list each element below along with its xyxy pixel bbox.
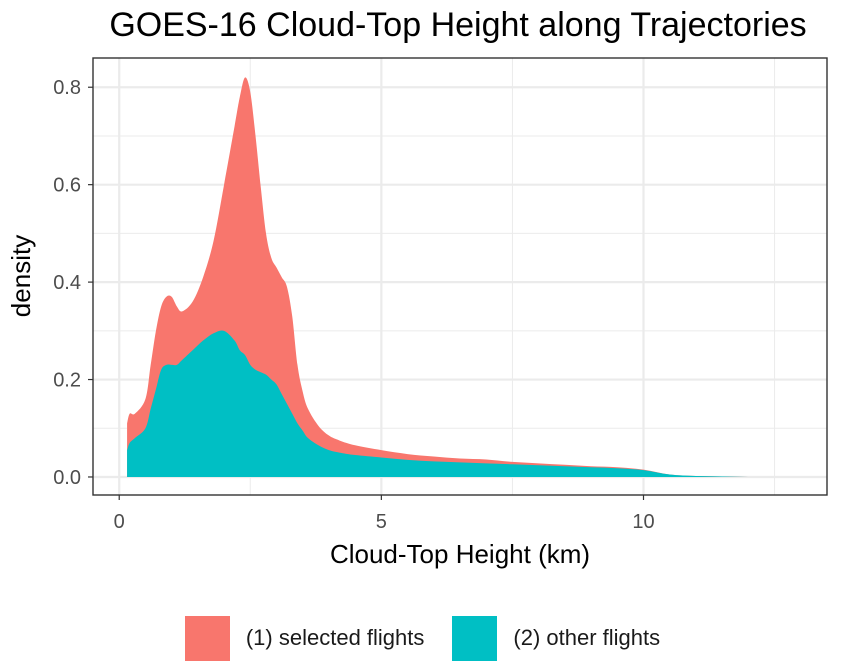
legend: (1) selected flights (2) other flights <box>0 614 845 662</box>
y-axis: 0.0 0.2 0.4 0.6 0.8 <box>53 77 93 489</box>
panel-border <box>92 57 828 496</box>
chart-title: GOES-16 Cloud-Top Height along Trajector… <box>109 6 806 44</box>
y-tick-label: 0.0 <box>53 467 81 489</box>
x-axis-label: Cloud-Top Height (km) <box>330 539 590 569</box>
y-tick-label: 0.4 <box>53 272 81 294</box>
x-tick-label: 0 <box>114 511 125 533</box>
y-tick-label: 0.2 <box>53 370 81 392</box>
y-tick-label: 0.8 <box>53 77 81 99</box>
density-areas <box>127 77 775 478</box>
legend-item-selected: (1) selected flights <box>184 615 425 661</box>
area-other-flights <box>127 330 775 478</box>
legend-item-other: (2) other flights <box>452 615 661 661</box>
legend-key-other <box>452 615 498 661</box>
y-tick-label: 0.6 <box>53 175 81 197</box>
legend-label-other: (2) other flights <box>513 625 661 650</box>
x-axis: 0 5 10 <box>114 495 655 533</box>
x-tick-label: 5 <box>376 511 387 533</box>
legend-label-selected: (1) selected flights <box>245 625 425 650</box>
x-tick-label: 10 <box>632 511 654 533</box>
area-selected-flights <box>127 77 775 478</box>
legend-key-selected <box>184 615 230 661</box>
y-axis-label: density <box>6 235 36 317</box>
